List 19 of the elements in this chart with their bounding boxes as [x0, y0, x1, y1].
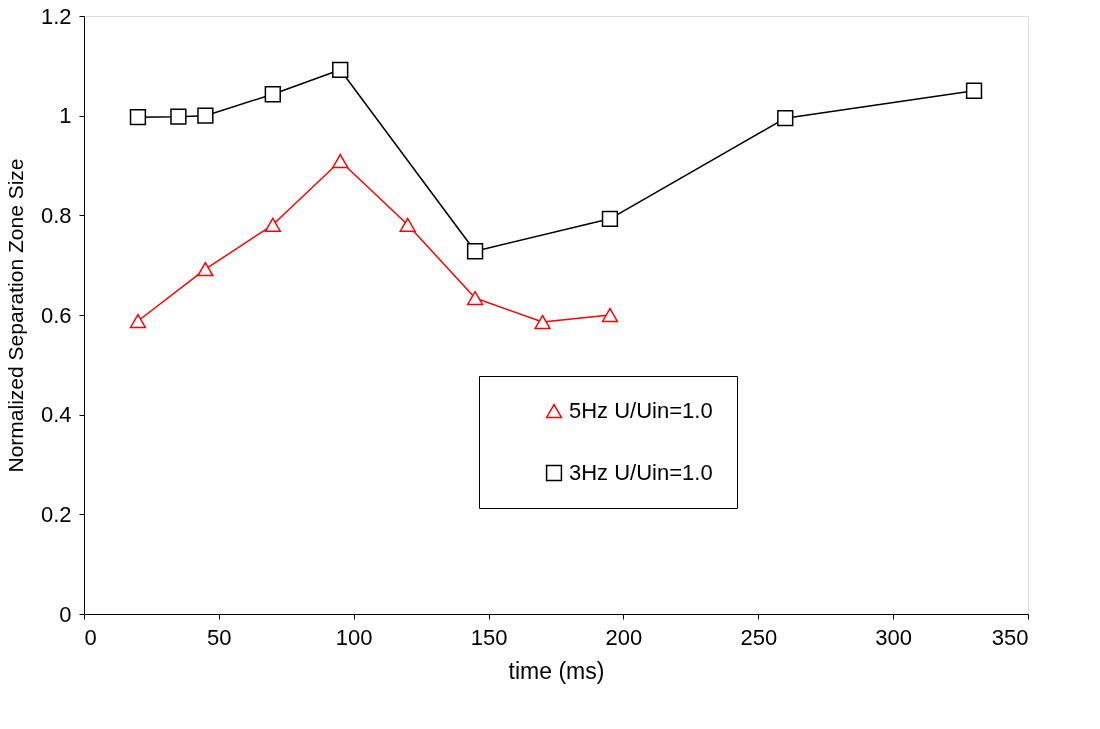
- x-tick-label: 300: [875, 624, 912, 650]
- y-tick-label: 1: [59, 103, 72, 129]
- y-tick-label: 0.4: [40, 402, 72, 428]
- y-tick-label: 0: [59, 601, 72, 627]
- x-axis-title: time (ms): [508, 657, 605, 684]
- x-tick-label: 100: [335, 624, 373, 650]
- y-tick-label: 0.2: [40, 501, 72, 527]
- legend-label: 3Hz U/Uin=1.0: [569, 460, 713, 485]
- y-tick-label: 0.6: [40, 302, 72, 328]
- y-axis-title: Normalized Separation Zone Size: [3, 158, 27, 473]
- y-tick-label: 1.2: [40, 3, 72, 29]
- y-tick-label: 0.8: [40, 202, 72, 228]
- x-tick-label: 50: [207, 624, 232, 650]
- x-tick-label: 350: [991, 624, 1029, 650]
- x-tick-label: 250: [740, 624, 778, 650]
- x-tick-label: 0: [84, 624, 97, 650]
- x-tick-label: 200: [605, 624, 643, 650]
- x-tick-label: 150: [470, 624, 508, 650]
- legend-label: 5Hz U/Uin=1.0: [569, 398, 713, 423]
